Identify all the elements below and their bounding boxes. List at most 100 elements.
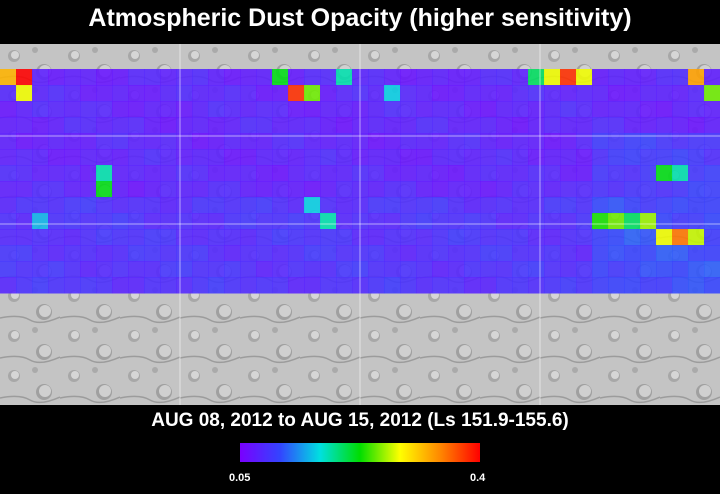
- dust-cell: [96, 101, 113, 118]
- dust-cell: [176, 149, 193, 166]
- dust-cell: [288, 277, 305, 294]
- dust-cell: [432, 117, 449, 134]
- dust-cell: [576, 181, 593, 198]
- dust-cell: [0, 165, 17, 182]
- dust-cell: [304, 117, 321, 134]
- dust-cell: [656, 117, 673, 134]
- dust-cell: [512, 277, 529, 294]
- dust-cell: [368, 261, 385, 278]
- dust-cell: [672, 197, 689, 214]
- dust-cell: [160, 229, 177, 246]
- dust-cell: [624, 117, 641, 134]
- dust-cell: [128, 229, 145, 246]
- dust-cell: [144, 165, 161, 182]
- dust-cell: [176, 261, 193, 278]
- dust-cell: [176, 69, 193, 86]
- dust-cell: [560, 277, 577, 294]
- dust-cell: [672, 181, 689, 198]
- dust-cell: [304, 213, 321, 230]
- dust-cell: [304, 245, 321, 262]
- dust-cell: [368, 245, 385, 262]
- dust-cell: [592, 133, 609, 150]
- dust-cell: [96, 69, 113, 86]
- dust-cell: [144, 213, 161, 230]
- dust-cell: [224, 181, 241, 198]
- dust-cell: [544, 197, 561, 214]
- dust-cell: [704, 197, 720, 214]
- dust-cell: [368, 197, 385, 214]
- dust-cell: [32, 181, 49, 198]
- dust-cell: [336, 261, 353, 278]
- dust-cell: [112, 261, 129, 278]
- dust-cell: [288, 165, 305, 182]
- dust-cell: [704, 133, 720, 150]
- dust-cell: [608, 261, 625, 278]
- dust-cell: [112, 229, 129, 246]
- dust-cell: [576, 117, 593, 134]
- dust-cell: [144, 101, 161, 118]
- dust-cell: [656, 245, 673, 262]
- dust-cell: [512, 85, 529, 102]
- dust-cell: [544, 149, 561, 166]
- dust-cell: [528, 229, 545, 246]
- dust-cell: [400, 277, 417, 294]
- dust-cell: [96, 229, 113, 246]
- dust-cell: [160, 69, 177, 86]
- dust-cell: [80, 197, 97, 214]
- dust-cell: [208, 149, 225, 166]
- dust-cell: [512, 229, 529, 246]
- dust-cell: [240, 165, 257, 182]
- dust-cell: [544, 261, 561, 278]
- dust-cell: [480, 213, 497, 230]
- dust-cell: [272, 261, 289, 278]
- dust-cell: [624, 85, 641, 102]
- dust-cell: [672, 261, 689, 278]
- dust-cell: [496, 197, 513, 214]
- dust-cell: [64, 101, 81, 118]
- dust-cell: [368, 181, 385, 198]
- dust-cell: [448, 165, 465, 182]
- dust-cell: [272, 133, 289, 150]
- dust-cell: [80, 117, 97, 134]
- dust-cell: [16, 165, 33, 182]
- dust-cell: [208, 197, 225, 214]
- dust-opacity-map: [0, 44, 720, 405]
- dust-cell: [160, 101, 177, 118]
- dust-cell: [528, 165, 545, 182]
- dust-cell: [64, 229, 81, 246]
- dust-cell: [144, 261, 161, 278]
- dust-cell: [0, 181, 17, 198]
- dust-cell: [704, 181, 720, 198]
- dust-cell: [80, 213, 97, 230]
- dust-cell: [400, 165, 417, 182]
- dust-cell: [0, 117, 17, 134]
- dust-cell: [384, 101, 401, 118]
- dust-cell: [496, 229, 513, 246]
- dust-cell: [208, 165, 225, 182]
- dust-cell: [256, 101, 273, 118]
- dust-cell: [592, 277, 609, 294]
- dust-cell: [112, 85, 129, 102]
- dust-cell: [64, 165, 81, 182]
- dust-cell: [384, 133, 401, 150]
- dust-cell: [448, 101, 465, 118]
- dust-cell: [576, 229, 593, 246]
- dust-hotspot-cell: [320, 213, 337, 230]
- dust-cell: [560, 181, 577, 198]
- dust-cell: [320, 197, 337, 214]
- dust-cell: [64, 133, 81, 150]
- dust-cell: [384, 245, 401, 262]
- dust-cell: [304, 69, 321, 86]
- dust-cell: [640, 277, 657, 294]
- dust-cell: [480, 277, 497, 294]
- dust-cell: [576, 245, 593, 262]
- dust-cell: [528, 85, 545, 102]
- dust-cell: [240, 261, 257, 278]
- dust-cell: [400, 149, 417, 166]
- dust-hotspot-cell: [624, 213, 641, 230]
- dust-cell: [624, 245, 641, 262]
- colorbar-min-label: 0.05: [229, 472, 251, 484]
- dust-cell: [656, 213, 673, 230]
- dust-cell: [240, 117, 257, 134]
- colorbar-max-label: 0.4: [470, 472, 486, 484]
